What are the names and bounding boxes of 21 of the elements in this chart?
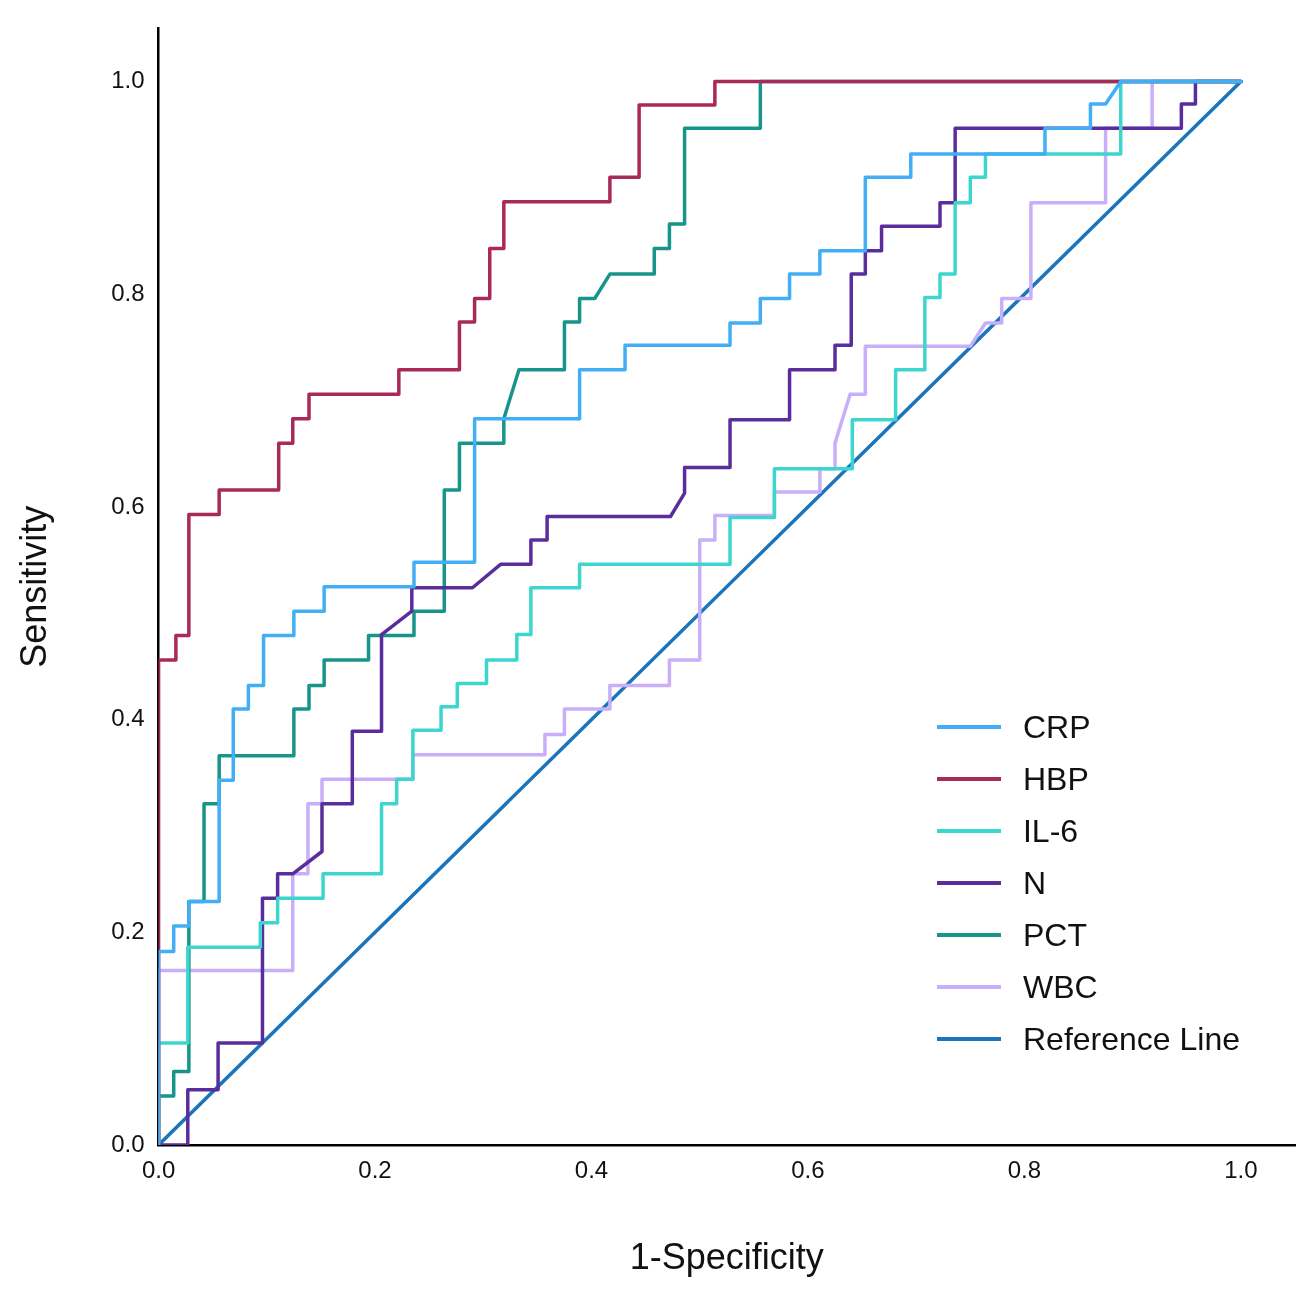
x-tick-label: 0.0 [141, 1156, 176, 1184]
y-tick-label: 0.4 [111, 704, 145, 732]
x-axis-title: 1-Specificity [629, 1236, 824, 1278]
y-tick-label: 0.8 [111, 278, 145, 306]
legend-label: PCT [1022, 916, 1087, 955]
y-tick-label: 0.6 [111, 491, 145, 519]
x-tick-label: 1.0 [1224, 1156, 1258, 1184]
legend-label: N [1022, 864, 1047, 903]
legend-label: HBP [1022, 760, 1089, 799]
y-axis-title: Sensitivity [12, 505, 54, 668]
x-tick-label: 0.4 [574, 1156, 609, 1184]
y-tick-label: 1.0 [111, 66, 145, 94]
legend-label: IL-6 [1022, 812, 1079, 851]
x-tick-label: 0.8 [1007, 1156, 1042, 1184]
x-tick-label: 0.2 [358, 1156, 392, 1184]
y-tick-label: 0.0 [111, 1129, 145, 1157]
legend-label: WBC [1022, 968, 1098, 1007]
y-tick-label: 0.2 [111, 916, 145, 944]
legend-label: CRP [1022, 708, 1091, 747]
x-tick-label: 0.6 [791, 1156, 825, 1184]
legend-label: Reference Line [1022, 1020, 1240, 1059]
